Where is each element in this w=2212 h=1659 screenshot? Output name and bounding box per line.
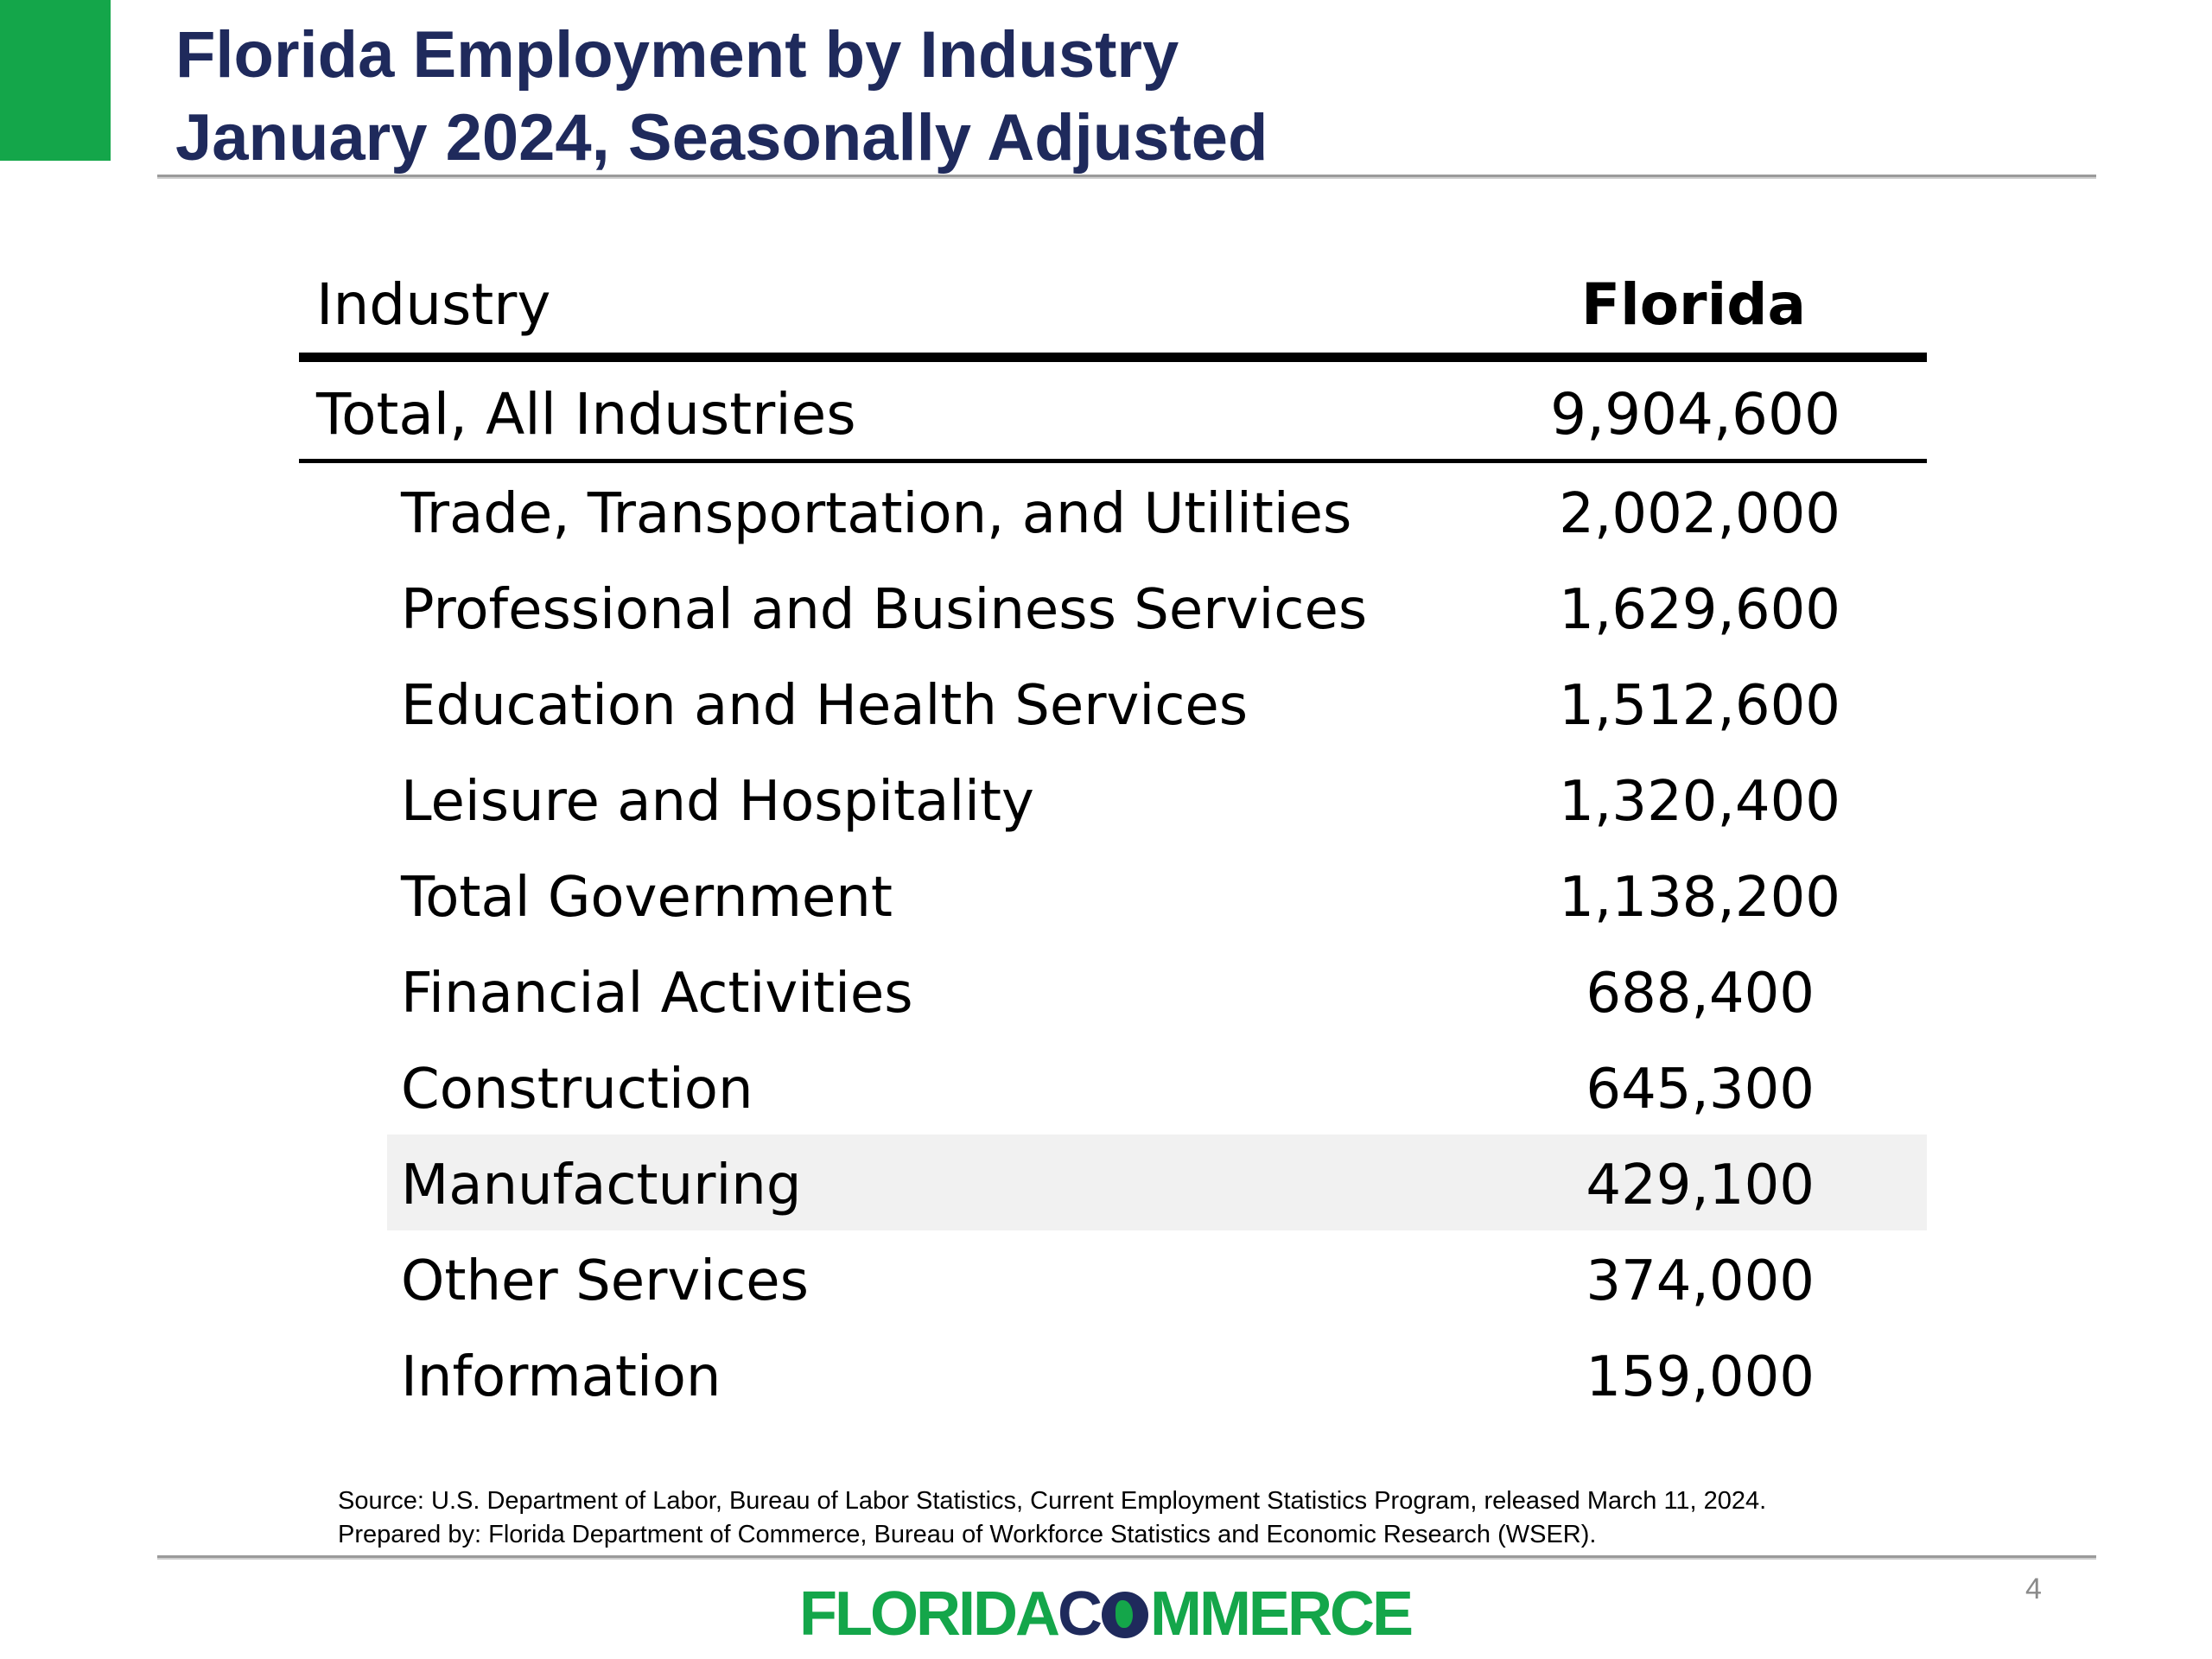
total-row: Total, All Industries 9,904,600 [299,362,1927,463]
logo-text-florida: FLORIDA [799,1580,1060,1649]
row-label: Leisure and Hospitality [401,770,1034,834]
table-row-highlighted: Manufacturing 429,100 [387,1135,1927,1230]
slide-title: Florida Employment by Industry January 2… [175,14,1268,180]
logo-text-mmerce: MMERCE [1149,1580,1414,1649]
row-label: Trade, Transportation, and Utilities [401,482,1352,546]
total-label: Total, All Industries [316,381,856,448]
table-row: Construction 645,300 [387,1039,1927,1135]
row-label: Construction [401,1058,753,1122]
row-value: 429,100 [1586,1154,1815,1217]
table-row: Trade, Transportation, and Utilities 2,00… [387,463,1927,559]
page-number: 4 [2025,1573,2042,1605]
table-row: Education and Health Services 1,512,600 [387,655,1927,751]
floridacommerce-logo: FLORIDAC MMERCE [799,1580,1414,1649]
row-value: 1,138,200 [1559,866,1840,930]
row-label: Information [401,1345,721,1409]
logo-text-c: C [1057,1580,1103,1649]
row-value: 374,000 [1586,1249,1815,1313]
header-florida: Florida [1580,271,1806,338]
row-value: 159,000 [1586,1345,1815,1409]
table-header-row: Industry Florida [299,256,1927,362]
row-value: 688,400 [1586,962,1815,1026]
prepared-by-line: Prepared by: Florida Department of Comme… [338,1521,1597,1548]
row-label: Total Government [401,866,893,930]
industry-rows: Trade, Transportation, and Utilities 2,00… [299,463,1927,1422]
table-row: Total Government 1,138,200 [387,847,1927,943]
accent-bar [0,0,111,161]
row-label: Financial Activities [401,962,913,1026]
table-row: Professional and Business Services 1,629,… [387,559,1927,655]
table-row: Leisure and Hospitality 1,320,400 [387,751,1927,847]
table-row: Information 159,000 [387,1326,1927,1422]
footer-divider [157,1555,2096,1560]
row-label: Education and Health Services [401,674,1249,738]
row-value: 1,512,600 [1559,674,1840,738]
table-row: Financial Activities 688,400 [387,943,1927,1039]
row-value: 1,629,600 [1559,578,1840,642]
title-line-1: Florida Employment by Industry [175,18,1179,92]
row-value: 645,300 [1586,1058,1815,1122]
source-line: Source: U.S. Department of Labor, Bureau… [338,1487,1767,1515]
source-note: Source: U.S. Department of Labor, Bureau… [338,1484,1766,1552]
row-label: Other Services [401,1249,809,1313]
row-label: Professional and Business Services [401,578,1368,642]
title-line-2: January 2024, Seasonally Adjusted [175,101,1268,175]
row-value: 1,320,400 [1559,770,1840,834]
table-row: Other Services 374,000 [387,1230,1927,1326]
employment-table: Industry Florida Total, All Industries 9… [299,256,1927,1422]
header-industry: Industry [316,271,551,338]
globe-icon [1101,1592,1148,1638]
row-label: Manufacturing [401,1154,802,1217]
title-divider [157,175,2096,179]
total-value: 9,904,600 [1550,381,1840,448]
row-value: 2,002,000 [1559,482,1840,546]
